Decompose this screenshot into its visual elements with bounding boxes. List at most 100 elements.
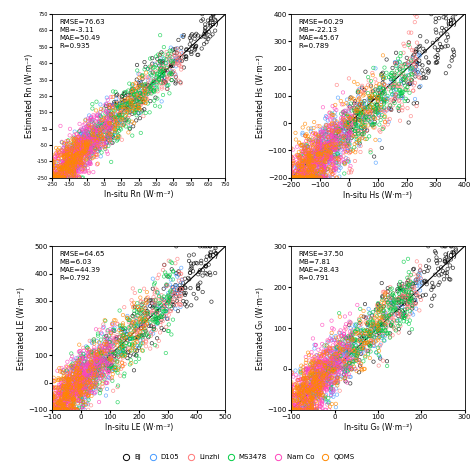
Point <box>331 144 339 152</box>
Point <box>358 344 366 351</box>
Point <box>348 334 356 341</box>
Point <box>323 114 331 121</box>
Point <box>336 356 343 364</box>
Point <box>53 171 60 179</box>
Point <box>430 292 438 300</box>
Point <box>69 382 76 390</box>
Point <box>71 392 79 399</box>
Point <box>313 375 320 382</box>
Point <box>361 104 369 112</box>
Point <box>92 127 100 135</box>
Point <box>316 132 323 140</box>
Point <box>63 151 70 159</box>
Point <box>388 301 396 309</box>
Point <box>314 151 321 159</box>
Point <box>318 170 325 178</box>
Point <box>180 33 187 41</box>
Point <box>128 81 136 88</box>
Point <box>69 165 77 172</box>
Point <box>98 348 106 356</box>
Point <box>332 362 339 369</box>
Point <box>324 358 331 366</box>
Point <box>85 134 93 141</box>
Point <box>420 268 428 276</box>
Point <box>393 94 401 101</box>
Point <box>133 316 140 324</box>
Point <box>317 384 324 392</box>
Point <box>346 146 354 153</box>
Point <box>89 116 96 124</box>
Point <box>412 48 420 56</box>
Point <box>87 372 94 379</box>
Point <box>48 406 56 414</box>
Point <box>328 392 335 399</box>
Point <box>328 122 336 129</box>
Point <box>115 333 123 341</box>
Point <box>309 144 317 151</box>
Point <box>332 385 340 392</box>
Point <box>335 354 343 362</box>
Point <box>59 170 67 177</box>
Point <box>376 322 383 329</box>
Point <box>144 80 151 87</box>
Point <box>89 136 96 144</box>
Point <box>124 97 132 105</box>
Point <box>116 344 124 352</box>
Point <box>316 355 324 362</box>
Point <box>320 163 328 171</box>
Point <box>320 367 328 374</box>
Point <box>107 325 114 333</box>
Point <box>129 303 137 311</box>
Point <box>64 406 72 414</box>
Point <box>82 146 90 154</box>
Point <box>80 142 88 150</box>
Point <box>287 392 295 399</box>
Point <box>80 143 87 150</box>
Point <box>315 388 323 396</box>
Point <box>302 403 310 410</box>
Point <box>142 337 150 345</box>
Point <box>204 35 212 42</box>
Point <box>345 370 353 378</box>
Point <box>60 153 67 161</box>
Point <box>135 332 143 340</box>
Point <box>333 352 341 359</box>
Point <box>304 146 312 154</box>
Point <box>105 366 113 374</box>
Point <box>108 125 115 132</box>
Point <box>301 163 308 171</box>
Point <box>295 394 302 402</box>
Point <box>73 153 81 161</box>
Point <box>381 313 388 320</box>
Point <box>313 161 320 168</box>
Point <box>338 101 346 108</box>
Point <box>78 374 85 381</box>
Point <box>139 347 146 355</box>
Point <box>399 314 406 321</box>
Point <box>59 174 67 181</box>
Point <box>287 174 295 181</box>
Point <box>395 281 403 288</box>
Point <box>139 309 147 317</box>
Point <box>74 159 82 166</box>
Point <box>48 400 56 408</box>
Point <box>78 390 85 398</box>
Point <box>101 113 109 121</box>
Point <box>60 404 68 411</box>
Point <box>54 367 61 374</box>
Point <box>322 142 330 149</box>
Point <box>390 73 397 81</box>
Point <box>167 67 175 75</box>
Point <box>196 266 204 274</box>
Point <box>314 140 322 147</box>
Point <box>64 406 72 414</box>
Point <box>55 406 63 414</box>
Point <box>107 347 115 354</box>
Point <box>106 120 114 127</box>
Point <box>329 138 337 146</box>
Point <box>311 385 319 392</box>
Point <box>68 374 75 381</box>
Point <box>300 154 307 162</box>
Point <box>301 382 309 390</box>
Point <box>113 91 121 98</box>
